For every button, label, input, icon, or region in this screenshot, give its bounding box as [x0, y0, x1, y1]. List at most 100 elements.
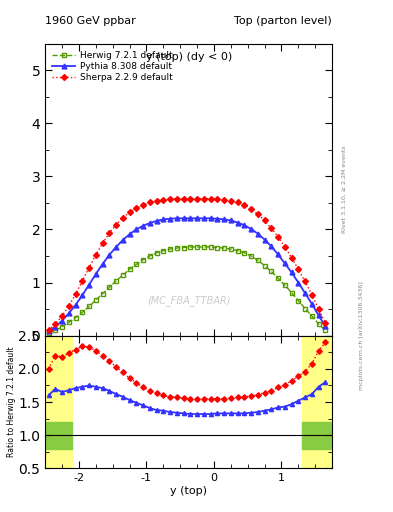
Herwig 7.2.1 default	[309, 313, 314, 319]
Sherpa 2.2.9 default	[107, 230, 112, 236]
Sherpa 2.2.9 default	[195, 196, 199, 202]
Pythia 8.308 default	[174, 215, 179, 221]
Sherpa 2.2.9 default	[161, 197, 166, 203]
Line: Pythia 8.308 default: Pythia 8.308 default	[46, 216, 328, 334]
Sherpa 2.2.9 default	[141, 202, 145, 208]
Sherpa 2.2.9 default	[53, 321, 58, 327]
Herwig 7.2.1 default	[222, 245, 226, 251]
Herwig 7.2.1 default	[249, 253, 253, 259]
Herwig 7.2.1 default	[181, 244, 186, 250]
Herwig 7.2.1 default	[269, 268, 274, 274]
Herwig 7.2.1 default	[276, 275, 281, 282]
Pythia 8.308 default	[73, 302, 78, 308]
Pythia 8.308 default	[87, 282, 92, 288]
Sherpa 2.2.9 default	[323, 320, 328, 326]
Herwig 7.2.1 default	[195, 244, 199, 250]
Herwig 7.2.1 default	[202, 244, 206, 250]
Sherpa 2.2.9 default	[242, 202, 247, 208]
Sherpa 2.2.9 default	[60, 313, 64, 319]
Herwig 7.2.1 default	[283, 282, 287, 288]
Pythia 8.308 default	[127, 231, 132, 237]
Pythia 8.308 default	[100, 261, 105, 267]
Sherpa 2.2.9 default	[208, 196, 213, 202]
Herwig 7.2.1 default	[107, 284, 112, 290]
Pythia 8.308 default	[114, 244, 118, 250]
Line: Sherpa 2.2.9 default: Sherpa 2.2.9 default	[46, 197, 327, 332]
Pythia 8.308 default	[195, 215, 199, 221]
Sherpa 2.2.9 default	[202, 196, 206, 202]
Herwig 7.2.1 default	[87, 304, 92, 310]
Pythia 8.308 default	[121, 237, 125, 243]
Sherpa 2.2.9 default	[228, 198, 233, 204]
Herwig 7.2.1 default	[296, 297, 301, 304]
Herwig 7.2.1 default	[188, 244, 193, 250]
Pythia 8.308 default	[181, 215, 186, 221]
Sherpa 2.2.9 default	[100, 240, 105, 246]
Pythia 8.308 default	[222, 216, 226, 222]
Herwig 7.2.1 default	[303, 306, 307, 312]
Pythia 8.308 default	[94, 271, 98, 277]
Herwig 7.2.1 default	[80, 309, 84, 315]
Pythia 8.308 default	[316, 312, 321, 318]
Pythia 8.308 default	[208, 215, 213, 221]
Sherpa 2.2.9 default	[255, 211, 260, 217]
Pythia 8.308 default	[242, 222, 247, 228]
Pythia 8.308 default	[168, 216, 173, 222]
Herwig 7.2.1 default	[215, 244, 220, 250]
Pythia 8.308 default	[80, 292, 84, 298]
Sherpa 2.2.9 default	[168, 196, 173, 202]
Herwig 7.2.1 default	[174, 245, 179, 251]
Herwig 7.2.1 default	[60, 324, 64, 330]
Pythia 8.308 default	[60, 318, 64, 324]
Pythia 8.308 default	[147, 220, 152, 226]
Herwig 7.2.1 default	[127, 266, 132, 272]
Sherpa 2.2.9 default	[114, 222, 118, 228]
Sherpa 2.2.9 default	[127, 209, 132, 216]
Herwig 7.2.1 default	[323, 327, 328, 333]
Herwig 7.2.1 default	[94, 297, 98, 303]
Pythia 8.308 default	[154, 218, 159, 224]
Sherpa 2.2.9 default	[87, 265, 92, 271]
Text: 1960 GeV ppbar: 1960 GeV ppbar	[45, 15, 136, 26]
Pythia 8.308 default	[46, 328, 51, 334]
Sherpa 2.2.9 default	[296, 266, 301, 272]
Sherpa 2.2.9 default	[316, 306, 321, 312]
Sherpa 2.2.9 default	[188, 196, 193, 202]
Sherpa 2.2.9 default	[269, 225, 274, 231]
Herwig 7.2.1 default	[228, 246, 233, 252]
Sherpa 2.2.9 default	[73, 291, 78, 297]
Pythia 8.308 default	[53, 324, 58, 330]
Pythia 8.308 default	[215, 216, 220, 222]
Sherpa 2.2.9 default	[134, 205, 139, 211]
Herwig 7.2.1 default	[262, 263, 267, 269]
Pythia 8.308 default	[262, 237, 267, 243]
Sherpa 2.2.9 default	[46, 327, 51, 333]
Herwig 7.2.1 default	[121, 272, 125, 278]
Pythia 8.308 default	[276, 251, 281, 258]
Herwig 7.2.1 default	[141, 257, 145, 263]
Sherpa 2.2.9 default	[181, 196, 186, 202]
Sherpa 2.2.9 default	[174, 196, 179, 202]
Pythia 8.308 default	[188, 215, 193, 221]
Pythia 8.308 default	[202, 215, 206, 221]
Pythia 8.308 default	[228, 217, 233, 223]
Pythia 8.308 default	[66, 310, 71, 316]
Sherpa 2.2.9 default	[283, 244, 287, 250]
Herwig 7.2.1 default	[255, 257, 260, 263]
Sherpa 2.2.9 default	[215, 196, 220, 202]
Y-axis label: Ratio to Herwig 7.2.1 default: Ratio to Herwig 7.2.1 default	[7, 347, 16, 457]
Herwig 7.2.1 default	[147, 253, 152, 259]
Sherpa 2.2.9 default	[80, 278, 84, 284]
Herwig 7.2.1 default	[46, 330, 51, 336]
Herwig 7.2.1 default	[242, 250, 247, 256]
Sherpa 2.2.9 default	[154, 198, 159, 204]
Herwig 7.2.1 default	[289, 290, 294, 296]
Sherpa 2.2.9 default	[276, 234, 281, 240]
Sherpa 2.2.9 default	[262, 217, 267, 223]
Pythia 8.308 default	[161, 216, 166, 222]
Herwig 7.2.1 default	[114, 278, 118, 284]
Herwig 7.2.1 default	[161, 248, 166, 254]
Text: Top (parton level): Top (parton level)	[234, 15, 332, 26]
Herwig 7.2.1 default	[134, 262, 139, 268]
Pythia 8.308 default	[323, 323, 328, 329]
